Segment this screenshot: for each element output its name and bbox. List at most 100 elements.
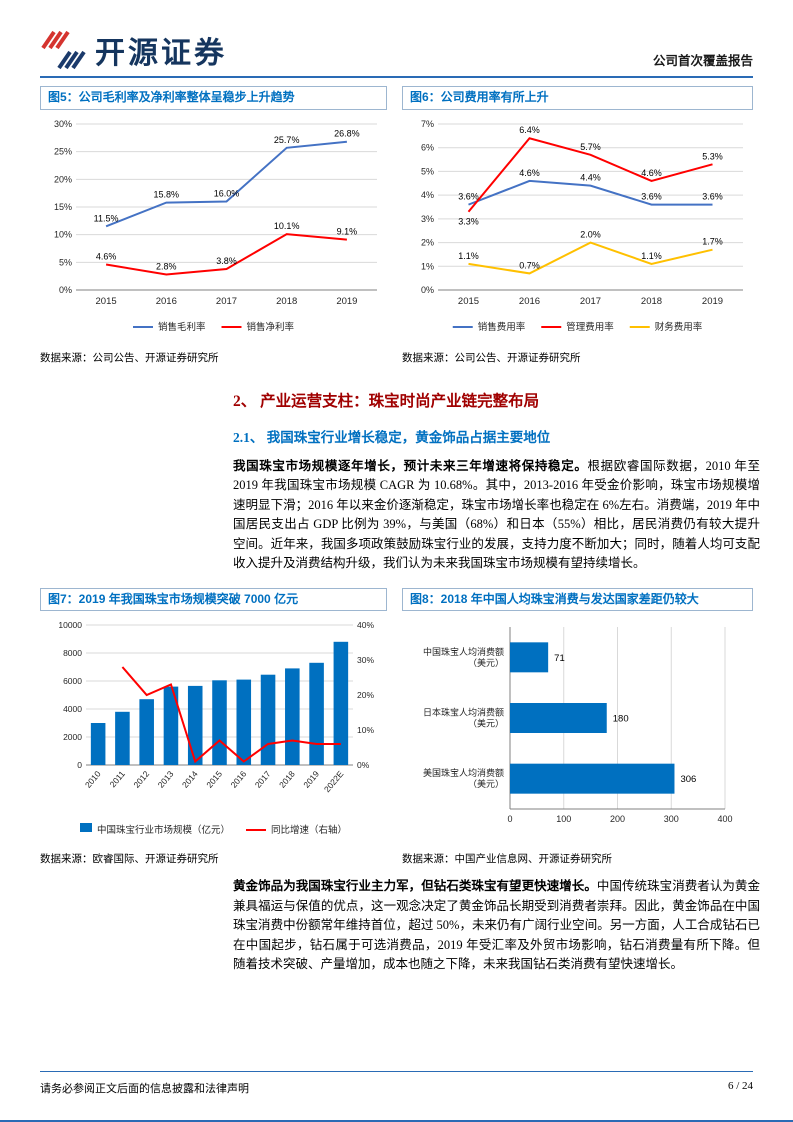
svg-text:4.6%: 4.6% <box>641 168 662 178</box>
svg-text:2017: 2017 <box>253 769 273 790</box>
svg-text:2014: 2014 <box>180 769 200 790</box>
figure-6-title: 图6：公司费用率有所上升 <box>402 86 753 110</box>
figure-7-source: 数据来源：欧睿国际、开源证券研究所 <box>40 854 219 866</box>
brand-name: 开源证券 <box>95 37 227 70</box>
svg-text:4.6%: 4.6% <box>96 251 117 261</box>
svg-text:5.7%: 5.7% <box>580 141 601 151</box>
svg-text:3.3%: 3.3% <box>458 216 479 226</box>
svg-text:26.8%: 26.8% <box>334 128 360 138</box>
svg-text:2015: 2015 <box>458 296 479 307</box>
svg-text:8000: 8000 <box>63 648 82 658</box>
svg-text:1.7%: 1.7% <box>702 236 723 246</box>
svg-text:管理费用率: 管理费用率 <box>566 321 614 333</box>
svg-text:2.0%: 2.0% <box>580 229 601 239</box>
figure-8-title: 图8：2018 年中国人均珠宝消费与发达国家差距仍较大 <box>402 587 753 612</box>
svg-text:1.1%: 1.1% <box>641 251 662 261</box>
svg-text:6%: 6% <box>421 142 434 152</box>
svg-text:2000: 2000 <box>63 732 82 742</box>
svg-text:2018: 2018 <box>641 296 662 307</box>
svg-text:销售毛利率: 销售毛利率 <box>158 321 206 333</box>
svg-text:15%: 15% <box>54 202 72 212</box>
svg-text:4.4%: 4.4% <box>580 172 601 182</box>
brand-logo-icon <box>41 30 86 70</box>
svg-text:2019: 2019 <box>702 296 723 307</box>
figure-8-chart-canvas: 0 100 200 300 40071中国珠宝人均消费额（美元）180日本珠宝人均消费额… <box>423 627 733 824</box>
svg-text:400: 400 <box>717 814 732 824</box>
svg-text:2018: 2018 <box>276 296 297 307</box>
paragraph-2: 黄金饰品为我国珠宝行业主力军，但钻石类珠宝有望更快速增长。中国传统珠宝消费者认为… <box>233 877 760 975</box>
figure-8: 图8：2018 年中国人均珠宝消费与发达国家差距仍较大 0 100 200 300 40… <box>402 587 753 867</box>
svg-text:40%: 40% <box>357 620 374 630</box>
figure-6-chart-canvas: 0% 1% 2% 3% 4% 5% 6% 7% 2015 2016 2017 2018 2019 3.6%… <box>421 119 743 333</box>
svg-text:2017: 2017 <box>216 296 237 307</box>
svg-text:2016: 2016 <box>156 296 177 307</box>
svg-text:20%: 20% <box>357 690 374 700</box>
svg-text:16.0%: 16.0% <box>214 188 240 198</box>
svg-text:5%: 5% <box>59 257 72 267</box>
footer-disclaimer: 请务必参阅正文后面的信息披露和法律声明 <box>40 1083 249 1095</box>
svg-text:中国珠宝行业市场规模（亿元）: 中国珠宝行业市场规模（亿元） <box>97 824 230 836</box>
svg-text:100: 100 <box>556 814 571 824</box>
svg-text:25.7%: 25.7% <box>274 134 300 144</box>
figure-8-chart: 0 100 200 300 400 71 中国珠宝人均消费额 （美元） 180 日本珠宝人均消费额… <box>402 613 753 848</box>
svg-text:（美元）: （美元） <box>468 657 504 668</box>
svg-text:6000: 6000 <box>63 676 82 686</box>
svg-text:15.8%: 15.8% <box>154 189 180 199</box>
svg-text:1%: 1% <box>421 261 434 271</box>
header-divider <box>40 76 753 78</box>
page-number: 6 / 24 <box>727 1080 753 1092</box>
svg-text:日本珠宝人均消费额: 日本珠宝人均消费额 <box>423 707 504 718</box>
figure-7-title: 图7：2019 年我国珠宝市场规模突破 7000 亿元 <box>40 587 387 612</box>
figure-7-chart-canvas: 0 2000 4000 6000 8000 10000 0% 10% 20% 30% 40% 2010… <box>58 620 374 836</box>
figures-row-1: 图5：公司毛利率及净利率整体呈稳步上升趋势 0% 5% 10% 15% 20% 25% 30… <box>40 86 753 365</box>
paragraph-1-body: 根据欧睿国际数据，2010 年至 2019 年我国珠宝市场规模 CAGR 为 1… <box>233 458 760 571</box>
figure-6-chart: 0% 1% 2% 3% 4% 5% 6% 7% 2015 2016 2017 2018 2019 3.6%… <box>402 112 753 347</box>
svg-text:10%: 10% <box>357 725 374 735</box>
svg-text:2012: 2012 <box>131 769 151 790</box>
svg-text:美国珠宝人均消费额: 美国珠宝人均消费额 <box>423 767 504 778</box>
svg-text:180: 180 <box>613 714 629 725</box>
page-bottom-bar <box>0 1120 793 1122</box>
paragraph-2-lead: 黄金饰品为我国珠宝行业主力军，但钻石类珠宝有望更快速增长。 <box>233 879 597 894</box>
svg-text:30%: 30% <box>357 655 374 665</box>
svg-text:5.3%: 5.3% <box>702 151 723 161</box>
svg-text:4%: 4% <box>421 190 434 200</box>
figure-6-source: 数据来源：公司公告、开源证券研究所 <box>402 352 581 364</box>
svg-text:2015: 2015 <box>96 296 117 307</box>
figure-7: 图7：2019 年我国珠宝市场规模突破 7000 亿元 0 2000 4000 600… <box>40 587 387 867</box>
svg-text:4000: 4000 <box>63 704 82 714</box>
figure-5-source: 数据来源：公司公告、开源证券研究所 <box>40 352 219 364</box>
svg-text:11.5%: 11.5% <box>94 213 119 223</box>
svg-text:7%: 7% <box>421 119 434 129</box>
svg-text:2019: 2019 <box>336 296 357 307</box>
svg-text:0%: 0% <box>357 760 370 770</box>
svg-text:2015: 2015 <box>204 769 224 790</box>
svg-text:2016: 2016 <box>228 769 248 790</box>
svg-text:25%: 25% <box>54 146 72 156</box>
svg-text:9.1%: 9.1% <box>337 226 358 236</box>
svg-text:1.1%: 1.1% <box>458 251 479 261</box>
svg-text:3.6%: 3.6% <box>702 191 723 201</box>
svg-text:10000: 10000 <box>58 620 82 630</box>
svg-text:同比增速（右轴）: 同比增速（右轴） <box>271 824 347 836</box>
svg-text:2%: 2% <box>421 237 434 247</box>
figure-5-chart: 0% 5% 10% 15% 20% 25% 30% 2015 2016 2017 2018 2019 1… <box>40 112 387 347</box>
figure-8-source: 数据来源：中国产业信息网、开源证券研究所 <box>402 854 612 866</box>
svg-text:0.7%: 0.7% <box>519 260 540 270</box>
svg-text:3%: 3% <box>421 213 434 223</box>
subsection-heading: 2.1、 我国珠宝行业增长稳定，黄金饰品占据主要地位 <box>233 429 551 445</box>
svg-text:2017: 2017 <box>580 296 601 307</box>
svg-text:5%: 5% <box>421 166 434 176</box>
figure-5-chart-canvas: 0% 5% 10% 15% 20% 25% 30% 2015 2016 2017 2018 2019 1… <box>54 119 377 333</box>
svg-text:4.6%: 4.6% <box>519 168 540 178</box>
figure-6: 图6：公司费用率有所上升 0% 1% 2% 3% 4% 5% 6% 7% 2015 2016 201… <box>402 86 753 365</box>
paragraph-1: 我国珠宝市场规模逐年增长，预计未来三年增速将保持稳定。根据欧睿国际数据，2010… <box>233 457 760 574</box>
report-type-label: 公司首次覆盖报告 <box>652 54 753 68</box>
svg-text:0%: 0% <box>59 285 72 295</box>
svg-text:财务费用率: 财务费用率 <box>655 321 703 333</box>
svg-text:20%: 20% <box>54 174 72 184</box>
paragraph-1-lead: 我国珠宝市场规模逐年增长，预计未来三年增速将保持稳定。 <box>233 458 588 473</box>
svg-text:6.4%: 6.4% <box>519 125 540 135</box>
svg-text:200: 200 <box>610 814 625 824</box>
